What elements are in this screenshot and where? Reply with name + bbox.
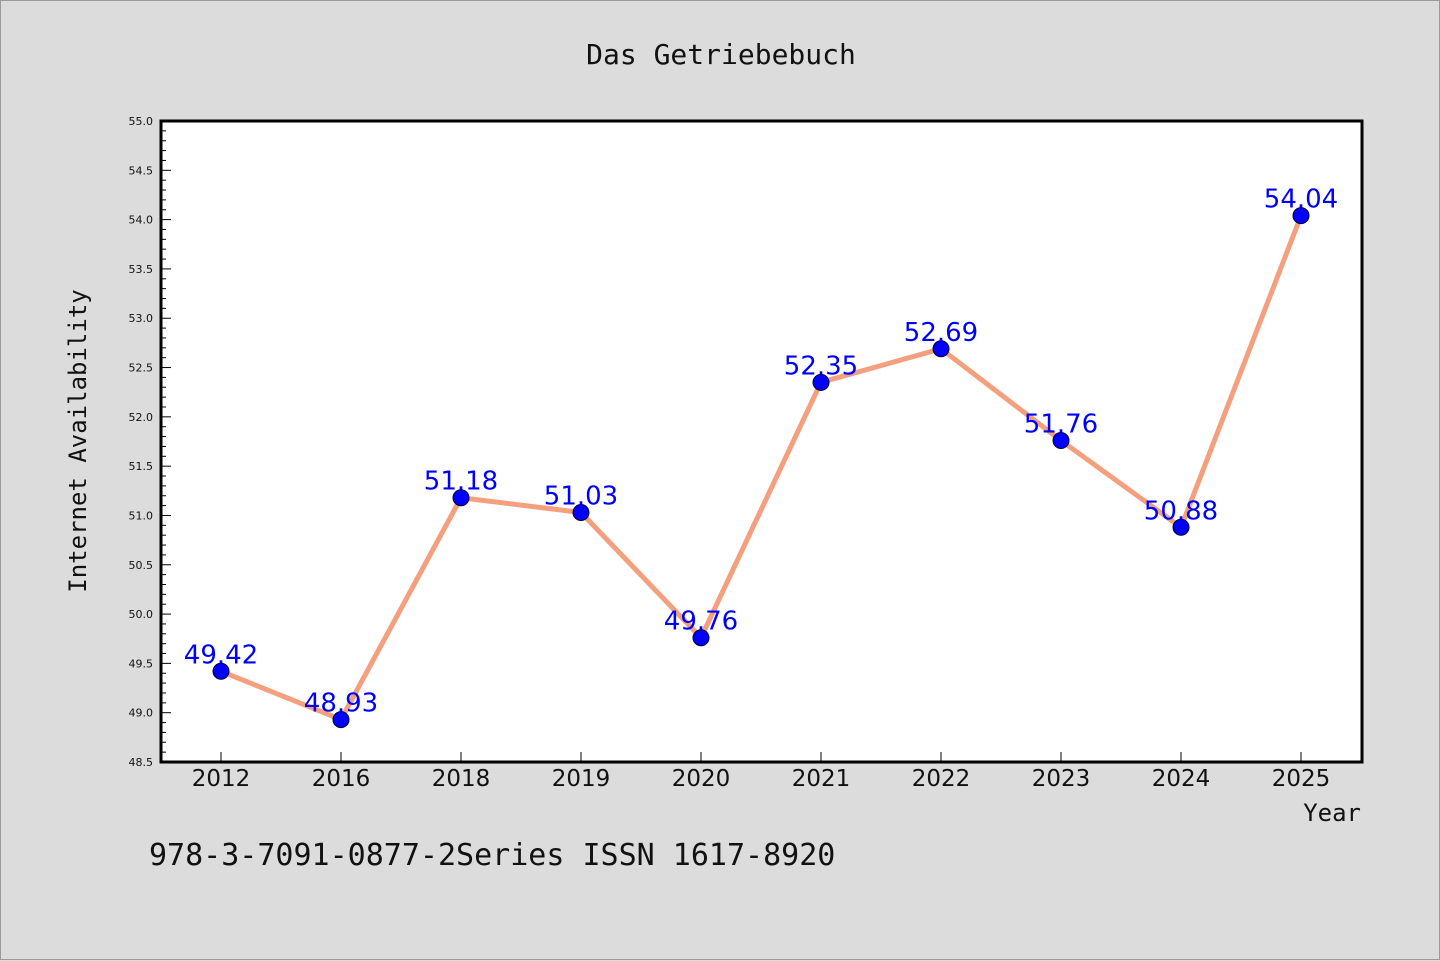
y-axis-ticks: 48.5 49.0 49.5 50.0 50.5 51.0 51.5 52.0 52.5 53.0…	[129, 115, 171, 769]
data-markers	[212, 207, 1310, 729]
y-axis-label: Internet Availability	[64, 289, 92, 592]
x-tick-label: 2016	[312, 766, 371, 792]
x-tick-label: 2022	[912, 766, 971, 792]
data-point	[692, 629, 710, 647]
x-axis-ticks: 2012 2016 2018 2019 2020 2021 2022 2023 2024 2025	[192, 752, 1331, 792]
x-axis-label: Year	[1303, 799, 1361, 827]
data-point	[452, 489, 470, 507]
data-label: 49.76	[664, 607, 738, 637]
x-tick-label: 2019	[552, 766, 611, 792]
y-tick-label: 53.5	[129, 263, 154, 276]
data-point	[1172, 518, 1190, 536]
data-label: 49.42	[184, 640, 258, 670]
x-tick-label: 2025	[1272, 766, 1331, 792]
data-point	[332, 711, 350, 729]
y-tick-label: 54.5	[129, 164, 154, 177]
y-tick-label: 52.0	[129, 411, 154, 424]
chart-title: Das Getriebebuch	[586, 38, 856, 71]
y-tick-label: 48.5	[129, 756, 154, 769]
data-point	[812, 373, 830, 391]
data-point	[572, 504, 590, 522]
plot-area	[159, 119, 1364, 764]
data-label: 51.03	[544, 482, 618, 512]
series-line	[220, 214, 1304, 723]
data-point	[212, 662, 230, 680]
y-tick-label: 50.0	[129, 608, 154, 621]
x-tick-label: 2012	[192, 766, 251, 792]
data-label: 52.69	[904, 318, 978, 348]
y-tick-label: 50.5	[129, 559, 154, 572]
x-tick-label: 2020	[672, 766, 731, 792]
data-label: 52.35	[784, 351, 858, 381]
y-tick-label: 51.0	[129, 509, 154, 522]
y-tick-label: 54.0	[129, 214, 154, 227]
data-label: 51.18	[424, 467, 498, 497]
y-tick-label: 51.5	[129, 460, 154, 473]
y-tick-label: 53.0	[129, 312, 154, 325]
y-tick-label: 49.0	[129, 707, 154, 720]
x-tick-label: 2018	[432, 766, 491, 792]
x-tick-label: 2024	[1152, 766, 1211, 792]
data-labels: 49.42 48.93 51.18 51.03 49.76 52.35 52.69 51.76…	[184, 185, 1338, 719]
footer-isbn-text: 978-3-7091-0877-2Series ISSN 1617-8920	[149, 838, 835, 873]
y-tick-label: 55.0	[129, 115, 154, 128]
data-point	[1292, 207, 1310, 225]
x-tick-label: 2023	[1032, 766, 1091, 792]
y-tick-label: 49.5	[129, 657, 154, 670]
y-tick-label: 52.5	[129, 362, 154, 375]
data-label: 54.04	[1264, 185, 1338, 215]
data-label: 51.76	[1024, 410, 1098, 440]
data-point	[1052, 432, 1070, 450]
data-point	[932, 340, 950, 358]
data-label: 50.88	[1144, 496, 1218, 526]
x-tick-label: 2021	[792, 766, 851, 792]
data-label: 48.93	[304, 689, 378, 719]
